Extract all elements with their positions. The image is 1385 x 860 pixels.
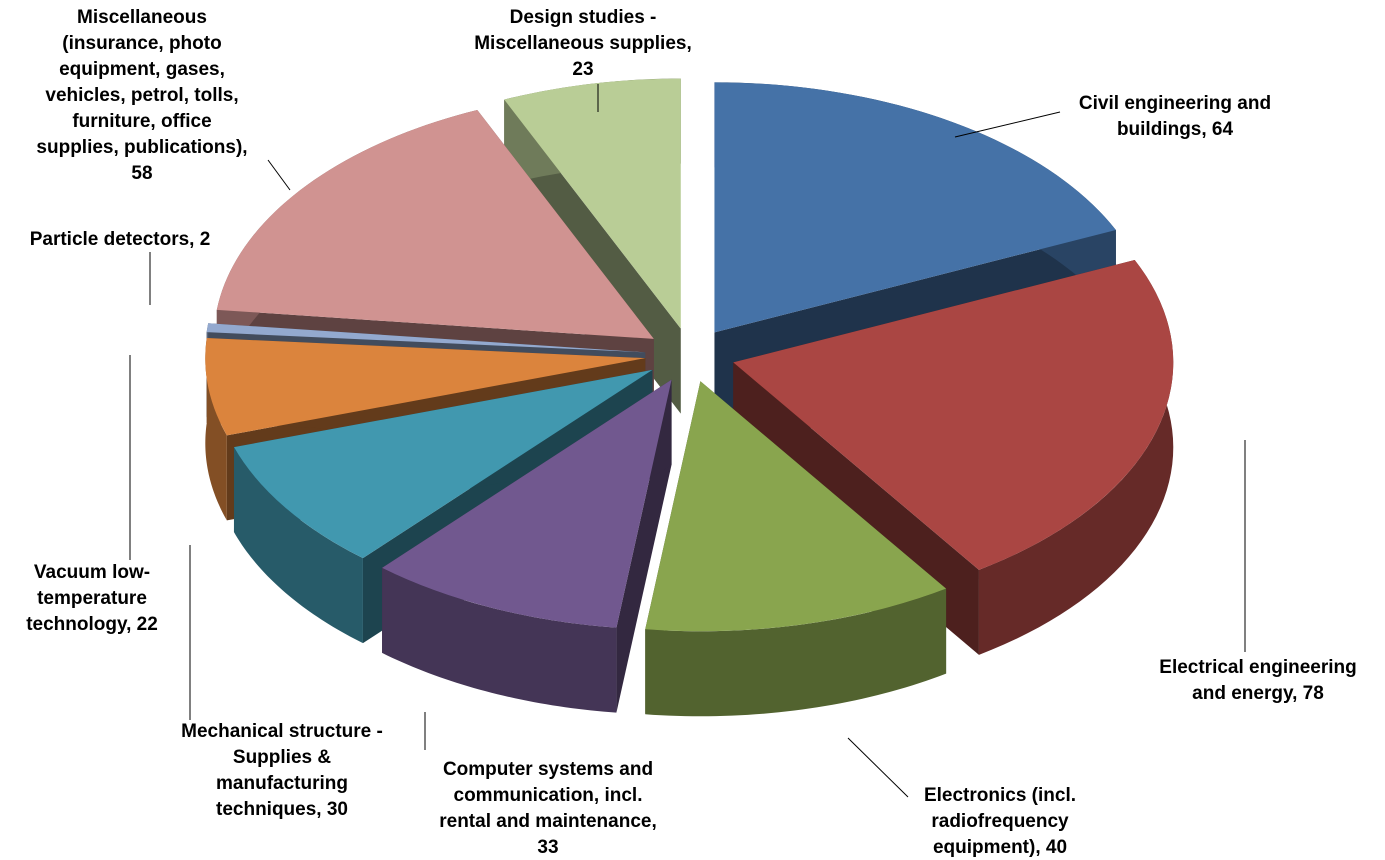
data-label: temperature [37,588,147,609]
slice [382,379,672,713]
data-label: (insurance, photo [62,33,221,54]
data-label: communication, incl. [454,785,643,806]
data-label: techniques, 30 [216,799,348,820]
slice-top [205,337,646,436]
data-label: Miscellaneous [77,7,207,28]
slice-top [216,109,654,339]
slice-top [233,369,653,559]
data-label: radiofrequency [931,811,1069,832]
slice-wall [645,588,947,717]
data-label: vehicles, petrol, tolls, [45,85,238,106]
leader-line [267,159,291,191]
data-label: 33 [537,837,558,858]
data-label: Supplies & [233,747,331,768]
slice-top [504,78,681,329]
leader-line [954,111,1061,138]
slice [645,381,947,717]
data-label: 58 [131,163,152,184]
data-label: rental and maintenance, [439,811,657,832]
data-label: Particle detectors, 2 [30,229,211,250]
slice-wall [205,337,227,521]
data-label: equipment, gases, [59,59,225,80]
data-label: Computer systems and [443,759,653,780]
data-label: Design studies - [510,7,657,28]
data-label: Vacuum low- [34,562,150,583]
slice-top [206,323,646,353]
data-label: manufacturing [216,773,348,794]
data-label: 23 [572,59,593,80]
data-label: equipment), 40 [933,837,1067,858]
slice-wall [978,260,1174,655]
data-label: technology, 22 [26,614,158,635]
data-label: furniture, office [72,111,211,132]
data-label: Miscellaneous supplies, [474,33,692,54]
data-label: and energy, 78 [1192,683,1324,704]
slice-top [714,82,1116,333]
data-label: supplies, publications), [36,137,247,158]
data-label: Civil engineering and [1079,93,1271,114]
slice-wall [233,447,363,644]
data-label: Electrical engineering [1159,657,1356,678]
slice-wall [382,567,617,713]
slice-top [733,260,1174,570]
slice-top [382,379,672,628]
data-label: Electronics (incl. [924,785,1076,806]
leader-line [847,737,909,798]
data-label: buildings, 64 [1117,119,1234,140]
slice-top [645,381,947,632]
data-label: Mechanical structure - [181,721,383,742]
